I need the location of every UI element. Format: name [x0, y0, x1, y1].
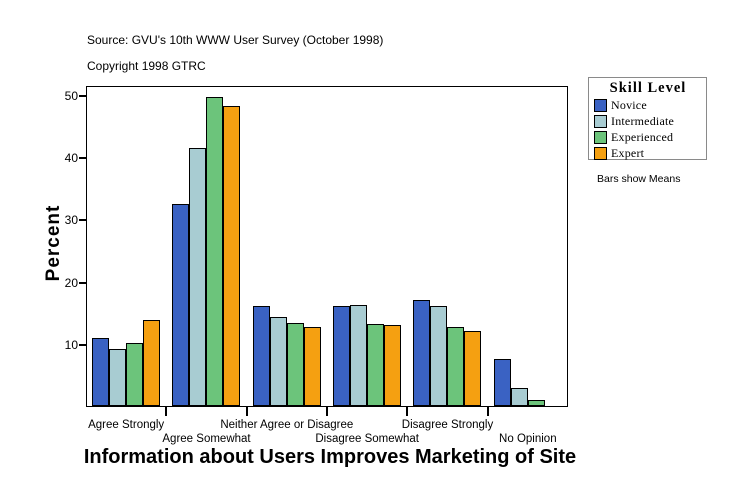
- chart-title: Information about Users Improves Marketi…: [83, 446, 577, 468]
- bar: [189, 147, 207, 406]
- bar: [493, 358, 511, 406]
- bar-group: [489, 87, 569, 406]
- y-tick-mark: [79, 281, 86, 284]
- legend-label: Experienced: [611, 130, 674, 144]
- bar: [527, 399, 545, 406]
- y-tick-label: 20: [64, 275, 78, 290]
- x-category-label: Disagree Somewhat: [315, 433, 419, 445]
- legend-swatch: [594, 131, 607, 144]
- bar-group: [167, 87, 247, 406]
- y-tick-label: 50: [64, 89, 78, 103]
- plot-area: [87, 87, 567, 406]
- bar: [172, 203, 190, 406]
- bar: [286, 322, 304, 406]
- x-tick-mark: [486, 407, 489, 416]
- bar: [333, 306, 351, 406]
- legend-swatch: [594, 147, 607, 160]
- source-note: Source: GVU's 10th WWW User Survey (Octo…: [87, 33, 384, 47]
- x-tick-mark: [326, 407, 328, 416]
- bar: [206, 96, 224, 406]
- legend: Skill Level Novice Intermediate Experience…: [588, 77, 707, 160]
- plot-frame: [86, 86, 568, 407]
- x-category-label: Agree Strongly: [88, 419, 165, 431]
- bar: [143, 320, 161, 406]
- x-tick-mark: [165, 407, 168, 416]
- bar: [223, 105, 241, 406]
- x-category-label: Neither Agree or Disagree: [220, 419, 354, 431]
- legend-label: Expert: [611, 146, 645, 160]
- bar: [350, 304, 368, 406]
- legend-entry: Expert: [594, 146, 702, 161]
- legend-entry: Experienced: [594, 130, 702, 145]
- bar: [303, 327, 321, 406]
- bar: [430, 306, 448, 406]
- legend-title: Skill Level: [609, 80, 687, 96]
- legend-swatch: [594, 115, 607, 128]
- bar: [109, 348, 127, 406]
- bar: [126, 343, 144, 406]
- y-tick-mark: [79, 95, 86, 97]
- bar-group: [328, 87, 408, 406]
- bar: [413, 300, 431, 406]
- bar: [252, 306, 270, 406]
- bar-group: [408, 87, 488, 406]
- bar: [464, 330, 482, 406]
- legend-swatch: [594, 99, 607, 112]
- y-axis-tick-labels: 10 20 30 40 50: [46, 0, 78, 504]
- legend-label: Novice: [611, 98, 647, 112]
- bar: [384, 325, 402, 406]
- y-tick-label: 40: [64, 151, 78, 166]
- bar: [447, 327, 465, 406]
- y-tick-mark: [79, 157, 86, 160]
- y-tick-label: 30: [64, 213, 78, 228]
- y-tick-label: 10: [64, 337, 78, 352]
- copyright-note: Copyright 1998 GTRC: [87, 59, 206, 73]
- legend-label: Intermediate: [611, 114, 675, 128]
- x-category-label: Agree Somewhat: [162, 433, 251, 445]
- bar: [269, 317, 287, 406]
- legend-entries: Novice Intermediate Experienced Expert: [594, 98, 702, 161]
- x-tick-mark: [245, 407, 248, 416]
- legend-entry: Novice: [594, 98, 702, 113]
- bar: [367, 323, 385, 406]
- x-tick-mark: [406, 407, 409, 416]
- x-category-label: No Opinion: [499, 433, 557, 445]
- y-tick-mark: [79, 343, 86, 346]
- y-axis-tick-marks: [79, 0, 88, 504]
- legend-footnote: Bars show Means: [597, 173, 681, 185]
- bar-group: [248, 87, 328, 406]
- x-category-label: Disagree Strongly: [401, 419, 494, 431]
- bar-group: [87, 87, 167, 406]
- y-tick-mark: [79, 219, 86, 222]
- bar: [510, 387, 528, 406]
- bar: [92, 337, 110, 406]
- legend-entry: Intermediate: [594, 114, 702, 129]
